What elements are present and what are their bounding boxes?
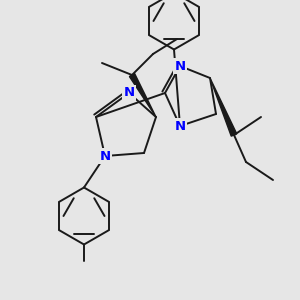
Text: N: N: [174, 119, 186, 133]
Polygon shape: [210, 78, 237, 136]
Text: N: N: [99, 149, 111, 163]
Text: N: N: [174, 59, 186, 73]
Polygon shape: [129, 74, 156, 117]
Text: N: N: [123, 86, 135, 100]
